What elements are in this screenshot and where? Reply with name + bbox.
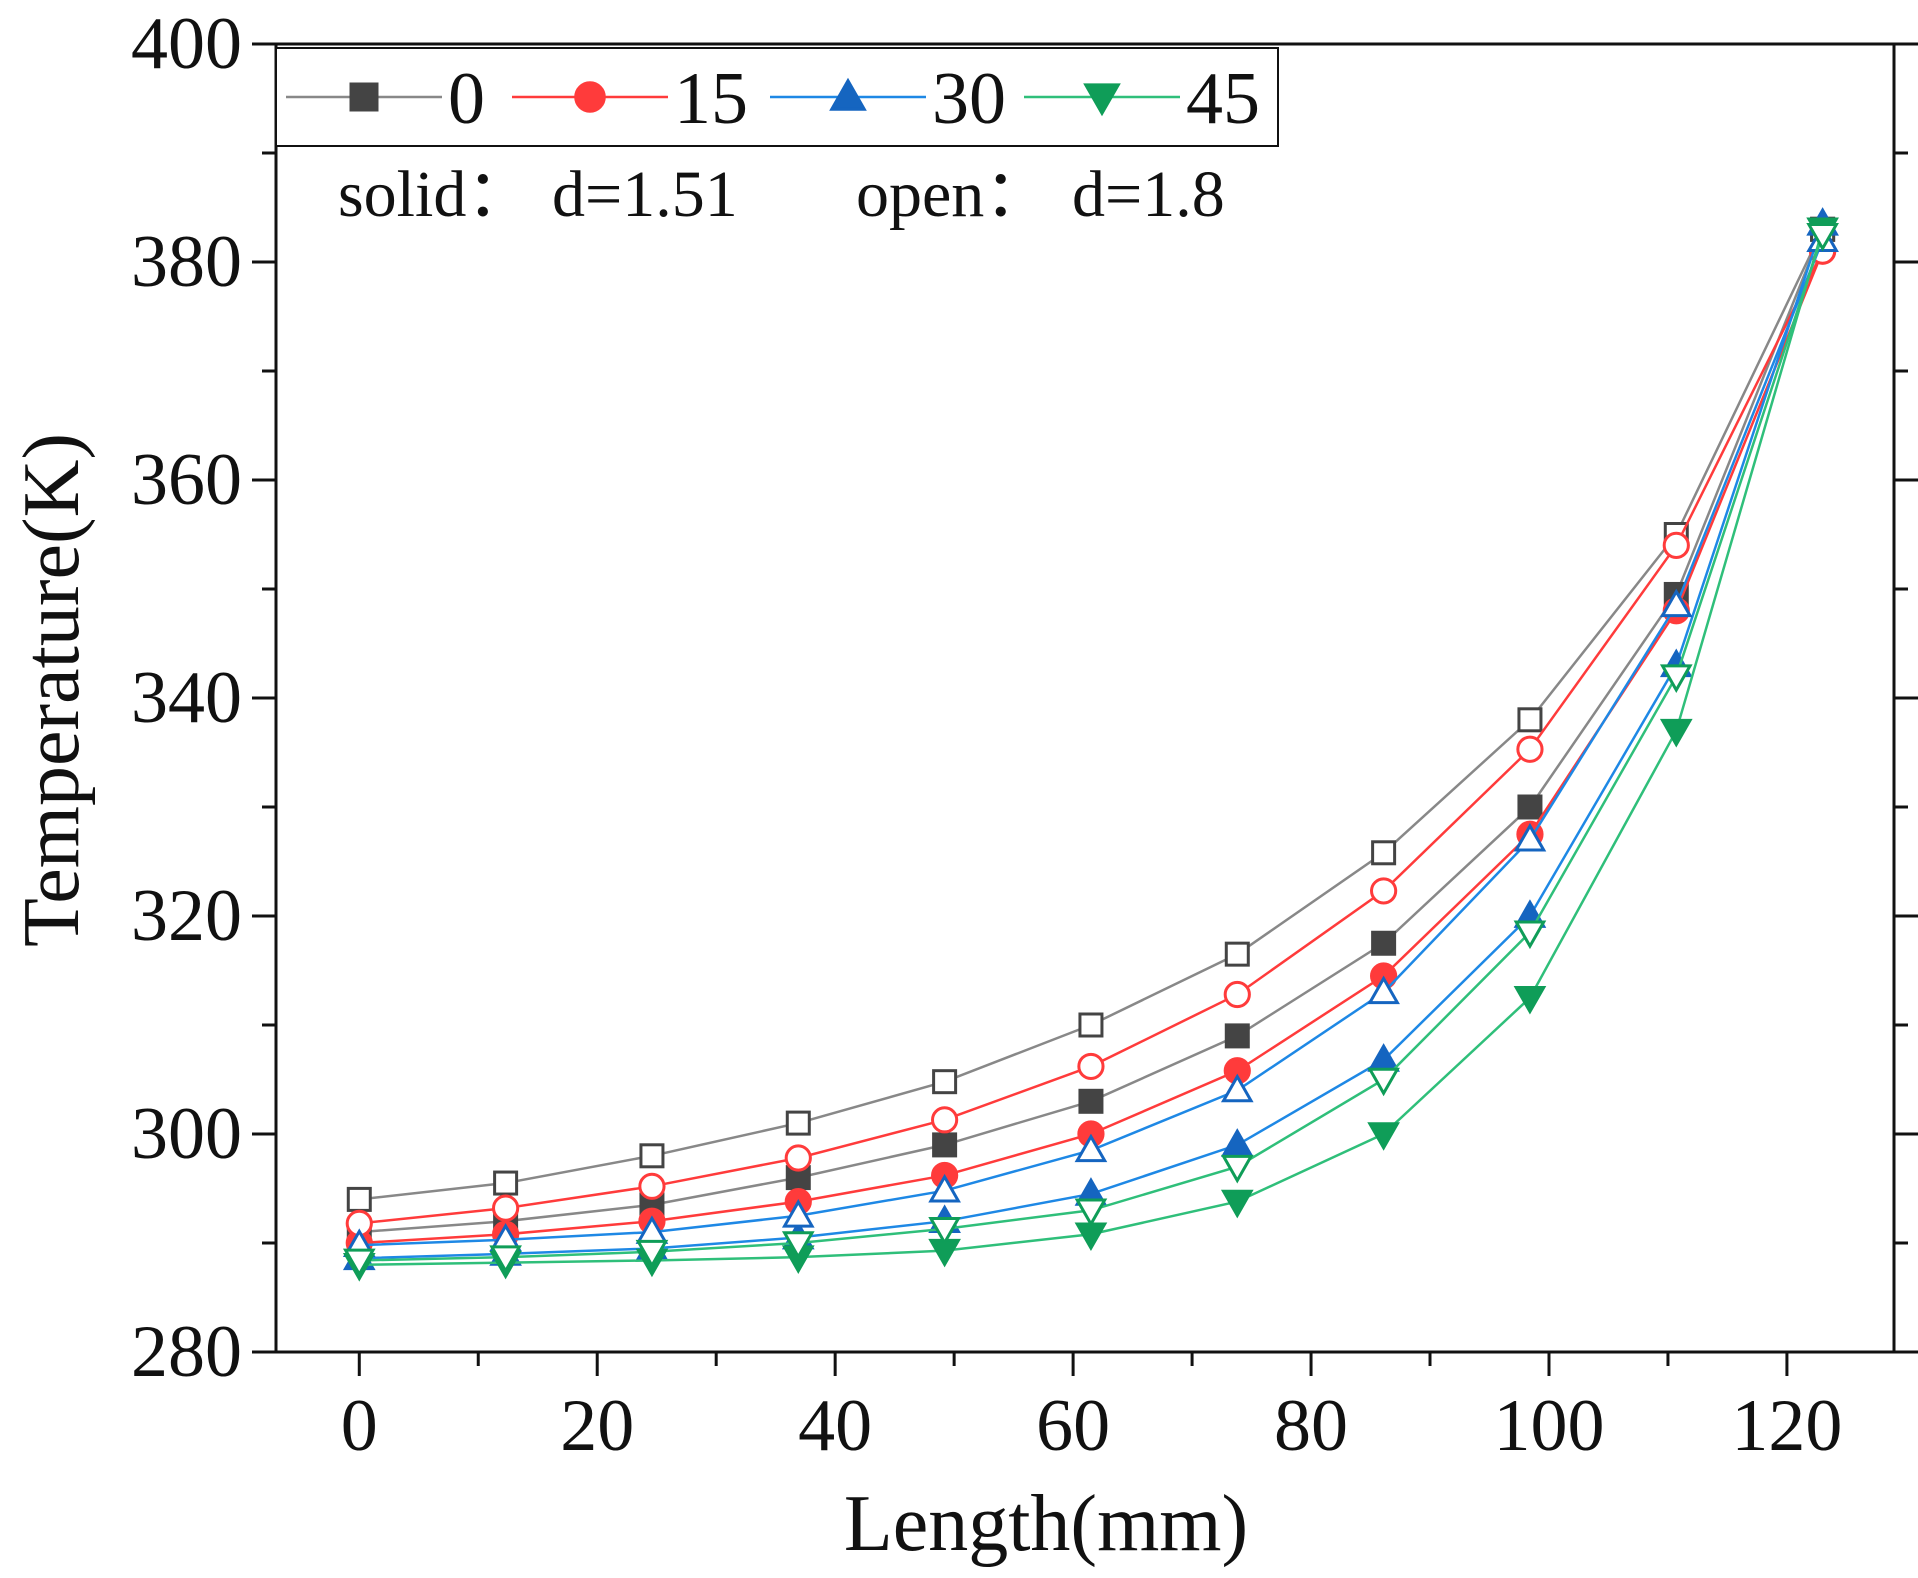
annotation-open-value: d=1.8 bbox=[1072, 158, 1225, 231]
legend-label-0: 0 bbox=[448, 58, 485, 140]
series-15-open-point bbox=[1662, 531, 1690, 560]
series-45-open-point bbox=[1220, 1154, 1254, 1184]
series-45-open-point bbox=[489, 1245, 522, 1274]
series-30-open-point bbox=[1220, 1073, 1254, 1103]
series-0-solid-point bbox=[932, 1132, 958, 1158]
series-0-solid-point bbox=[1078, 1088, 1104, 1114]
legend-marker-0 bbox=[349, 82, 379, 112]
x-axis-title: Length(mm) bbox=[844, 1480, 1248, 1568]
y-tick-label: 320 bbox=[131, 875, 242, 957]
legend: 0 15 30 45 bbox=[275, 47, 1279, 147]
series-15-open-point bbox=[492, 1194, 520, 1222]
legend-marker-45 bbox=[1083, 83, 1121, 117]
series-30-open-point bbox=[1367, 975, 1400, 1005]
series-45-open-point bbox=[1806, 222, 1839, 252]
annotation: solid： d=1.51 open： d=1.8 bbox=[338, 158, 1225, 231]
legend-label-15: 15 bbox=[674, 58, 748, 140]
series-15-open-point bbox=[1516, 735, 1544, 763]
series-30-open-point bbox=[1659, 588, 1693, 618]
y-tick-label: 360 bbox=[131, 439, 242, 521]
series-45-open-point bbox=[781, 1231, 815, 1260]
legend-label-45: 45 bbox=[1186, 58, 1260, 140]
series-15-open-point bbox=[1370, 877, 1398, 905]
y-axis-title: Temperature(K) bbox=[8, 433, 96, 947]
series-0-open-point bbox=[639, 1143, 665, 1169]
series-45-solid-point bbox=[1367, 1122, 1400, 1151]
series-30-open-point bbox=[1513, 822, 1547, 852]
series-0-open-point bbox=[346, 1186, 372, 1212]
series-45-solid-point bbox=[1513, 985, 1547, 1015]
series-45-open-point bbox=[1367, 1067, 1400, 1097]
series-0-solid-point bbox=[1517, 794, 1543, 820]
series-45-open-point bbox=[342, 1248, 376, 1278]
series-30-open-point bbox=[781, 1198, 815, 1228]
series-15-open-point bbox=[931, 1106, 959, 1134]
series-0-solid-line bbox=[359, 228, 1824, 1234]
series-45-open-point bbox=[635, 1239, 669, 1269]
x-tick-label: 20 bbox=[560, 1385, 634, 1467]
y-tick-label: 380 bbox=[131, 221, 242, 303]
series-45-solid-point bbox=[1220, 1189, 1254, 1219]
y-tick-label: 280 bbox=[131, 1311, 242, 1393]
annotation-solid-value: d=1.51 bbox=[552, 158, 738, 231]
series-0-open-point bbox=[785, 1110, 811, 1136]
x-tick-label: 40 bbox=[798, 1385, 872, 1467]
x-tick-label: 100 bbox=[1493, 1385, 1604, 1467]
series-0-solid-point bbox=[1371, 930, 1397, 956]
series-0-solid-point bbox=[1224, 1023, 1250, 1049]
series-0-open-point bbox=[493, 1170, 519, 1196]
series-0-open-point bbox=[1078, 1012, 1104, 1038]
x-tick-label: 60 bbox=[1036, 1385, 1110, 1467]
series-0-open-point bbox=[932, 1069, 958, 1095]
series-15-open-point bbox=[784, 1144, 812, 1172]
series-15-open-point bbox=[638, 1172, 666, 1200]
series-45-open-point bbox=[1074, 1198, 1108, 1228]
series-30-open-point bbox=[928, 1173, 961, 1203]
annotation-solid-label: solid： bbox=[338, 158, 532, 231]
legend-marker-15 bbox=[574, 81, 606, 113]
legend-marker-30 bbox=[829, 77, 867, 111]
x-tick-label: 80 bbox=[1274, 1385, 1348, 1467]
annotation-open-label: open： bbox=[856, 158, 1050, 231]
y-tick-label: 340 bbox=[131, 657, 242, 739]
series-30-open-point bbox=[1074, 1133, 1108, 1163]
series-15-open-point bbox=[1077, 1052, 1105, 1081]
series-layer bbox=[342, 207, 1839, 1282]
series-45-solid-point bbox=[1659, 718, 1693, 748]
x-tick-label: 0 bbox=[341, 1385, 378, 1467]
series-0-open-point bbox=[1224, 941, 1250, 967]
x-tick-label: 120 bbox=[1731, 1385, 1842, 1467]
series-30-solid-point bbox=[1220, 1128, 1254, 1157]
series-45-open-point bbox=[928, 1217, 961, 1246]
series-45-open-point bbox=[1513, 920, 1547, 950]
series-45-open-point bbox=[1659, 664, 1693, 693]
series-15-open-point bbox=[1223, 980, 1251, 1009]
legend-label-30: 30 bbox=[932, 58, 1006, 140]
series-0-open-point bbox=[1371, 840, 1397, 866]
series-0-open-point bbox=[1517, 707, 1543, 733]
y-tick-label: 400 bbox=[131, 3, 242, 85]
y-tick-label: 300 bbox=[131, 1093, 242, 1175]
